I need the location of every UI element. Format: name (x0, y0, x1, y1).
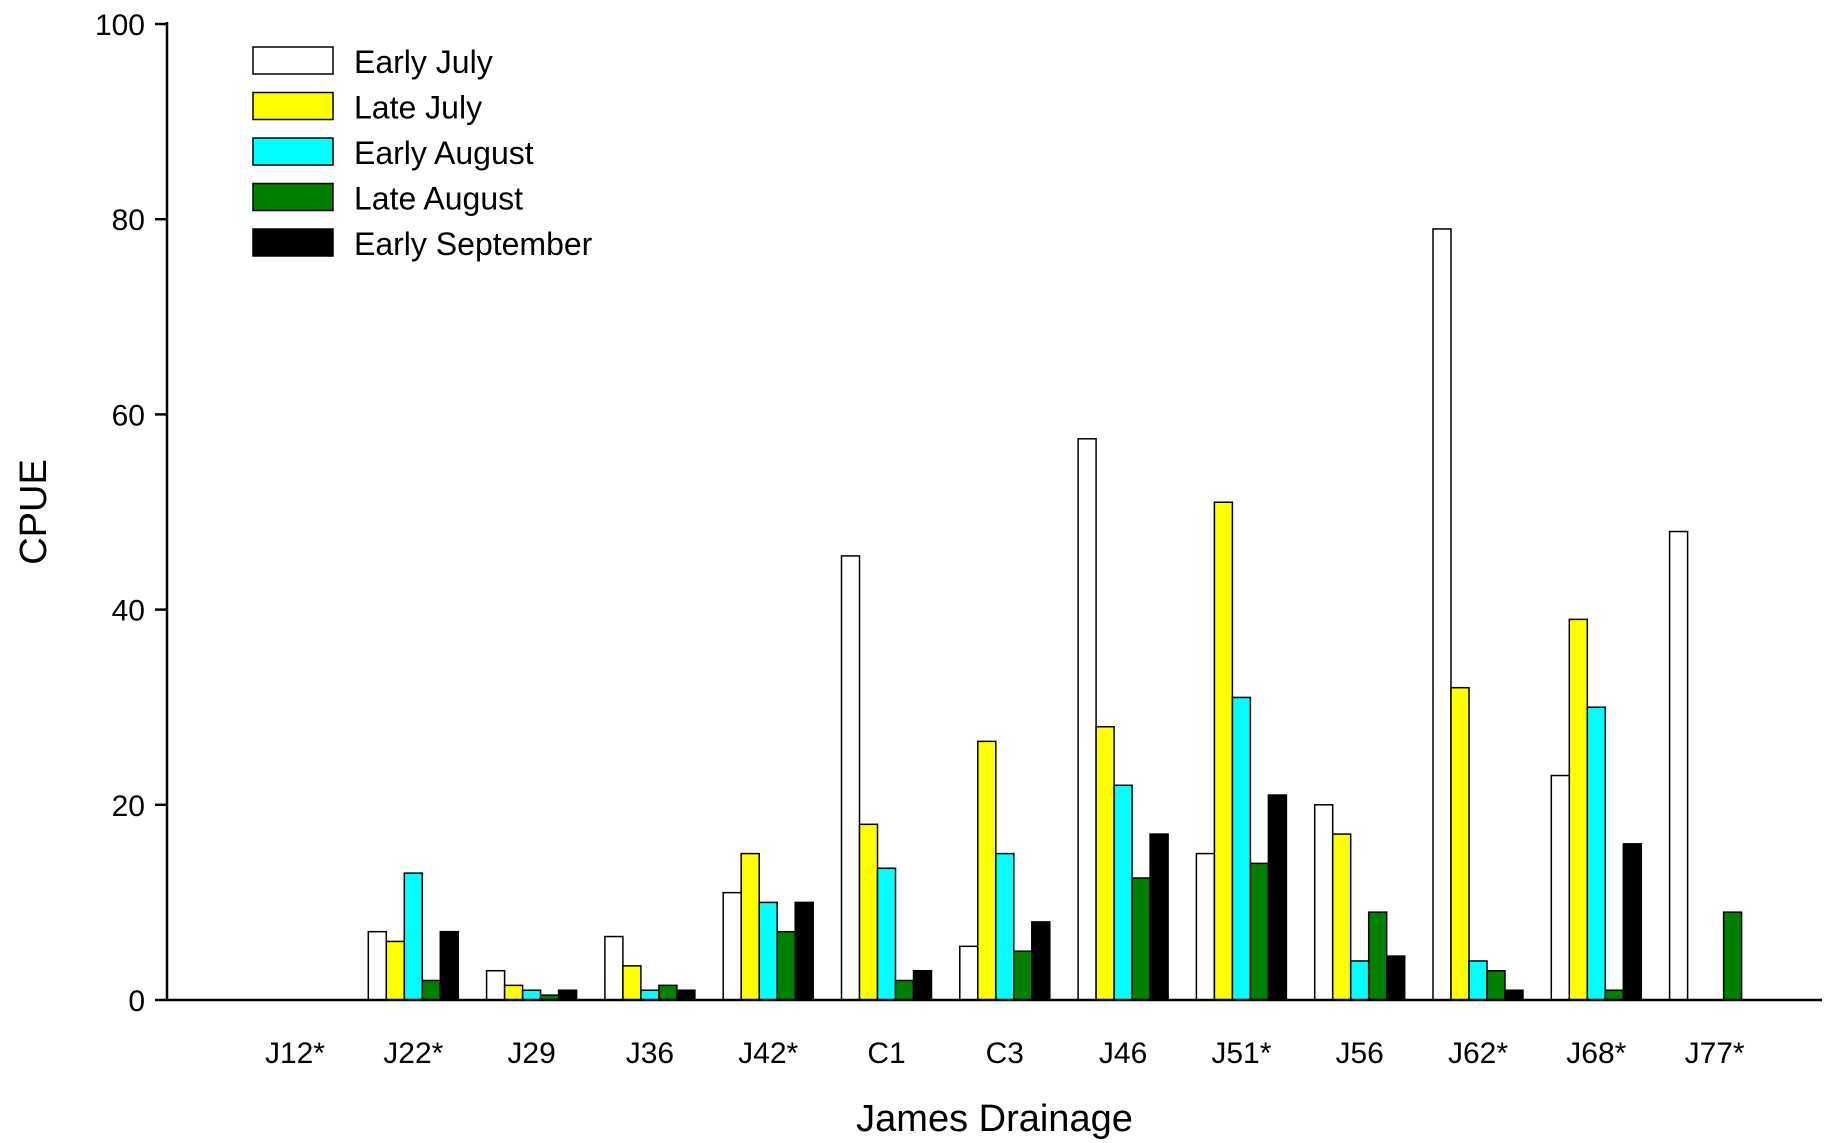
x-tick-label: J56 (1336, 1037, 1384, 1070)
x-tick-label: C1 (867, 1037, 905, 1070)
bar-j77-star-late-august (1722, 911, 1743, 1001)
x-tick-label: J51* (1211, 1037, 1271, 1070)
bar-j46-early-september (1149, 833, 1169, 1001)
y-tick-label: 40 (112, 595, 145, 628)
y-tick-label: 80 (112, 204, 145, 237)
bar-j46-early-august (1113, 784, 1133, 1001)
bar-c1-late-august (894, 979, 915, 1001)
legend-label-early-september: Early September (354, 226, 593, 262)
bar-j22-star-early-september (439, 930, 460, 1001)
bar-j56-early-july (1313, 804, 1334, 1001)
x-tick-label: J29 (507, 1037, 555, 1070)
bar-c3-early-july (959, 945, 979, 1001)
legend-label-late-august: Late August (354, 181, 523, 217)
bar-j46-late-july (1095, 725, 1115, 1001)
x-tick-label: J22* (383, 1037, 443, 1070)
bar-j56-late-july (1331, 833, 1352, 1001)
bar-j36-late-august (658, 984, 678, 1001)
bar-j51-star-late-july (1213, 501, 1234, 1001)
y-tick-label: 60 (112, 399, 145, 432)
legend-swatch-late-august (252, 182, 334, 212)
x-tick-label: J42* (738, 1037, 798, 1070)
bar-j42-star-early-september (794, 901, 814, 1001)
bar-j68-star-early-september (1622, 843, 1643, 1001)
bar-j42-star-early-august (758, 901, 778, 1001)
bar-c1-early-september (912, 969, 933, 1001)
bar-c3-late-august (1013, 950, 1033, 1001)
bar-j46-late-august (1131, 877, 1151, 1001)
bar-j36-early-august (640, 989, 660, 1001)
bar-j22-star-early-august (403, 872, 424, 1001)
y-tick-label: 0 (128, 985, 145, 1018)
x-tick-label: J12* (265, 1037, 325, 1070)
legend-swatch-late-july (252, 91, 334, 121)
bar-j62-star-early-september (1504, 989, 1524, 1001)
bar-c1-late-july (858, 823, 879, 1001)
y-axis-title: CPUE (13, 459, 55, 565)
bar-j62-star-early-august (1468, 960, 1488, 1001)
bar-c3-late-july (977, 740, 997, 1001)
bar-j56-early-august (1349, 960, 1370, 1001)
bar-j62-star-early-july (1432, 228, 1452, 1001)
legend-label-early-july: Early July (354, 44, 493, 80)
legend-swatch-early-july (252, 46, 334, 75)
bar-j68-star-early-july (1550, 774, 1571, 1001)
bar-j29-early-august (521, 989, 542, 1001)
legend-label-early-august: Early August (354, 135, 534, 171)
bar-j51-star-early-july (1195, 852, 1216, 1001)
x-tick-label: J36 (626, 1037, 674, 1070)
bar-j56-late-august (1367, 911, 1388, 1001)
bar-c3-early-september (1031, 921, 1051, 1001)
bar-j68-star-late-july (1568, 618, 1589, 1001)
legend: Early July Late July Early August Late Augu… (252, 44, 593, 262)
x-tick-label: J62* (1448, 1037, 1508, 1070)
bar-j29-late-july (503, 984, 524, 1001)
bar-j62-star-late-july (1450, 686, 1470, 1001)
bar-j62-star-late-august (1486, 969, 1506, 1001)
bar-j22-star-late-july (385, 940, 406, 1001)
bar-c1-early-august (876, 867, 897, 1001)
bar-j42-star-early-july (722, 891, 742, 1001)
bar-j42-star-late-august (776, 930, 796, 1001)
bar-j36-late-july (622, 965, 642, 1001)
bar-j36-early-july (604, 935, 624, 1001)
legend-label-late-july: Late July (354, 90, 482, 126)
bar-j22-star-late-august (421, 979, 442, 1001)
axes-layer (165, 22, 1822, 1002)
bar-j68-star-late-august (1604, 989, 1625, 1001)
bar-j51-star-early-august (1231, 696, 1252, 1001)
bar-j22-star-early-july (367, 930, 388, 1001)
y-tick-label: 20 (112, 790, 145, 823)
bar-j51-star-early-september (1267, 794, 1288, 1001)
bar-j56-early-september (1385, 955, 1406, 1001)
legend-swatch-early-september (252, 228, 334, 257)
ticks-layer: 0 20 40 60 80 100 J12* J22* J29 J36 J42* C1 C3 J46 J51… (95, 9, 1745, 1070)
bar-j29-early-september (557, 989, 578, 1001)
x-tick-label: J77* (1685, 1037, 1745, 1070)
bar-j77-star-early-july (1668, 530, 1689, 1001)
bar-c1-early-july (840, 555, 861, 1001)
bar-j36-early-september (676, 989, 696, 1001)
y-tick-label: 100 (95, 9, 145, 42)
bar-j29-early-july (485, 969, 506, 1001)
bars-layer (367, 228, 1743, 1001)
x-tick-label: J46 (1099, 1037, 1147, 1070)
bar-c3-early-august (995, 852, 1015, 1001)
x-tick-label: J68* (1566, 1037, 1626, 1070)
bar-j68-star-early-august (1586, 706, 1607, 1001)
x-axis-title: James Drainage (856, 1098, 1133, 1140)
x-tick-label: C3 (986, 1037, 1024, 1070)
bar-j51-star-late-august (1249, 862, 1270, 1001)
bar-j46-early-july (1077, 438, 1097, 1001)
legend-swatch-early-august (252, 137, 334, 166)
bar-j42-star-late-july (740, 852, 760, 1001)
